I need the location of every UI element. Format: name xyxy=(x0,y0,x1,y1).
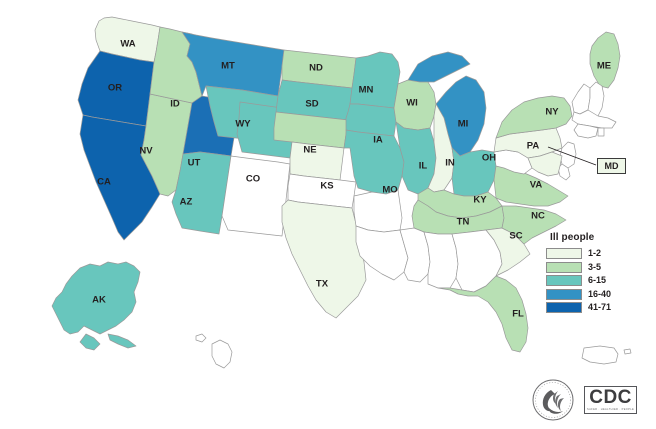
state-label-MN: MN xyxy=(359,85,374,96)
territory-PR[interactable] xyxy=(581,345,632,365)
state-label-UT: UT xyxy=(188,158,201,169)
state-label-MO: MO xyxy=(382,185,397,196)
state-label-SC: SC xyxy=(509,231,522,242)
legend-item-3-5[interactable]: 3-5 xyxy=(546,261,650,273)
state-label-FL: FL xyxy=(512,309,524,320)
md-callout-box[interactable]: MD xyxy=(597,158,626,174)
state-label-WY: WY xyxy=(235,119,251,130)
state-CA[interactable] xyxy=(79,114,161,241)
state-HI[interactable] xyxy=(195,333,233,369)
state-label-IN: IN xyxy=(445,158,455,169)
state-MN[interactable] xyxy=(349,51,401,109)
state-label-PA: PA xyxy=(527,141,540,152)
legend-label-41-71: 41-71 xyxy=(588,302,612,312)
state-label-CA: CA xyxy=(97,177,111,188)
state-label-MI: MI xyxy=(458,119,469,130)
legend-item-1-2[interactable]: 1-2 xyxy=(546,248,650,259)
legend-label-6-15: 6-15 xyxy=(588,275,607,285)
state-TX[interactable] xyxy=(281,199,367,319)
legend-label-3-5: 3-5 xyxy=(588,261,602,272)
state-label-IL: IL xyxy=(419,161,428,172)
legend-item-6-15[interactable]: 6-15 xyxy=(546,275,650,286)
legend-label-16-40: 16-40 xyxy=(588,288,612,299)
state-MA[interactable] xyxy=(571,109,617,129)
cdc-logo: CDC SAFER · HEALTHIER · PEOPLE xyxy=(584,386,638,414)
state-label-ND: ND xyxy=(309,63,323,74)
hhs-seal-icon xyxy=(532,379,574,421)
state-label-IA: IA xyxy=(373,135,383,146)
agency-branding: CDC SAFER · HEALTHIER · PEOPLE xyxy=(531,378,638,422)
legend-swatch-16-40 xyxy=(546,288,582,300)
state-label-ID: ID xyxy=(170,99,180,110)
state-label-WI: WI xyxy=(406,98,418,109)
state-VA[interactable] xyxy=(493,165,569,207)
legend-item-41-71[interactable]: 41-71 xyxy=(546,302,650,313)
legend-item-16-40[interactable]: 16-40 xyxy=(546,288,650,300)
state-label-OH: OH xyxy=(482,153,496,164)
state-AR[interactable] xyxy=(353,189,403,233)
state-NY[interactable] xyxy=(495,95,573,139)
legend-title: Ill people xyxy=(550,232,595,243)
state-AZ[interactable] xyxy=(171,151,232,235)
state-ME[interactable] xyxy=(589,31,621,89)
legend-swatch-1-2 xyxy=(546,248,582,259)
state-label-NE: NE xyxy=(303,145,316,156)
state-CT[interactable] xyxy=(573,123,599,139)
state-label-OR: OR xyxy=(108,83,122,94)
state-label-TX: TX xyxy=(316,279,329,290)
state-RI[interactable] xyxy=(597,127,605,137)
md-leader-line xyxy=(547,146,597,166)
state-NH[interactable] xyxy=(587,81,605,119)
state-MS[interactable] xyxy=(399,227,431,283)
cdc-wordmark: CDC xyxy=(589,387,632,408)
state-label-VA: VA xyxy=(530,180,543,191)
state-FL[interactable] xyxy=(437,275,529,353)
state-NM[interactable] xyxy=(221,155,291,237)
state-MD[interactable] xyxy=(527,151,563,177)
state-label-NY: NY xyxy=(545,107,559,118)
state-VT[interactable] xyxy=(571,83,591,115)
state-label-SD: SD xyxy=(305,99,318,110)
state-label-MT: MT xyxy=(221,61,235,72)
state-OH[interactable] xyxy=(451,147,497,197)
state-label-ME: ME xyxy=(597,61,611,72)
state-AK[interactable] xyxy=(51,261,141,351)
state-label-NV: NV xyxy=(139,146,153,157)
state-label-TN: TN xyxy=(457,217,470,228)
state-labels-layer: WA OR CA ID NV UT AZ MT WY CO ND SD NE K… xyxy=(92,39,611,320)
state-label-AK: AK xyxy=(92,295,106,306)
legend-swatch-41-71 xyxy=(546,302,582,313)
state-label-NC: NC xyxy=(531,211,545,222)
state-shapes-layer xyxy=(51,16,632,369)
state-label-KY: KY xyxy=(473,195,487,206)
state-label-KS: KS xyxy=(320,181,333,192)
legend: Ill people 1-2 3-5 6-15 16-40 41-71 xyxy=(546,232,650,316)
state-label-WA: WA xyxy=(120,39,135,50)
legend-swatch-3-5 xyxy=(546,261,582,273)
state-label-AZ: AZ xyxy=(180,197,193,208)
legend-swatch-6-15 xyxy=(546,275,582,286)
legend-label-1-2: 1-2 xyxy=(588,248,602,258)
cdc-tagline: SAFER · HEALTHIER · PEOPLE xyxy=(587,408,635,411)
md-callout-label: MD xyxy=(604,161,619,171)
state-KS[interactable] xyxy=(289,141,345,181)
state-NC[interactable] xyxy=(501,205,567,245)
state-label-CO: CO xyxy=(246,174,260,185)
